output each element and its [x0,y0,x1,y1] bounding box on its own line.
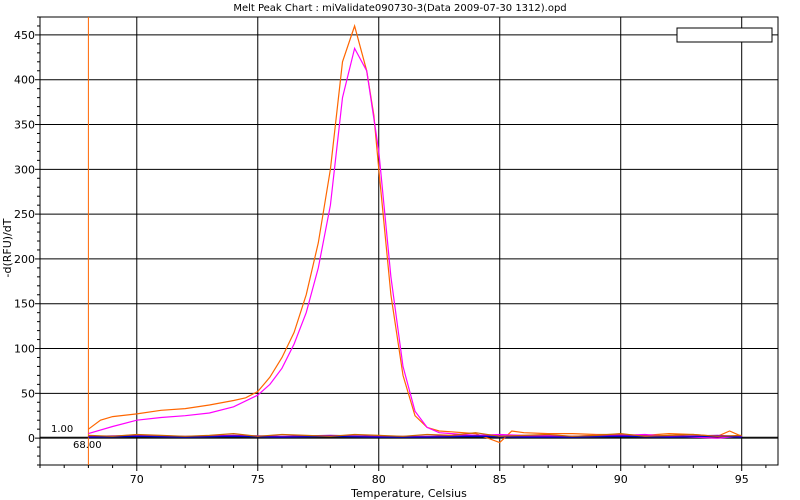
series-line-2 [88,46,742,439]
x-tick-label: 80 [372,473,386,486]
x-tick-label: 75 [251,473,265,486]
x-tick-label: 85 [493,473,507,486]
y-axis-title: -d(RFU)/dT [1,218,14,277]
y-tick-label: 300 [14,163,35,176]
axis-ticks: 70 75 80 85 90 95 0 50 100 150 200 250 300 350 400 450 [14,16,767,486]
y-tick-label: 250 [14,208,35,221]
series-line-4 [88,435,742,438]
series-line-5 [88,432,742,437]
chart-title: Melt Peak Chart : miValidate090730-3(Dat… [233,3,566,14]
series-line-1 [88,23,742,444]
y-tick-label: 400 [14,74,35,87]
grid-lines [40,17,778,465]
x-tick-label: 70 [130,473,144,486]
y-tick-label: 100 [14,343,35,356]
threshold-label: 1.00 [51,424,73,435]
y-tick-label: 200 [14,253,35,266]
x-tick-label: 95 [735,473,749,486]
y-tick-label: 50 [21,387,35,400]
markers [40,17,778,465]
y-tick-label: 450 [14,29,35,42]
y-tick-label: 150 [14,298,35,311]
x-axis-title: Temperature, Celsius [350,487,467,500]
legend-box [676,27,773,43]
start-marker-label: 68.00 [73,440,102,451]
y-tick-label: 350 [14,119,35,132]
plot-frame [39,16,779,466]
x-tick-label: 90 [614,473,628,486]
series-lines [88,23,742,444]
y-tick-label: 0 [28,432,35,445]
